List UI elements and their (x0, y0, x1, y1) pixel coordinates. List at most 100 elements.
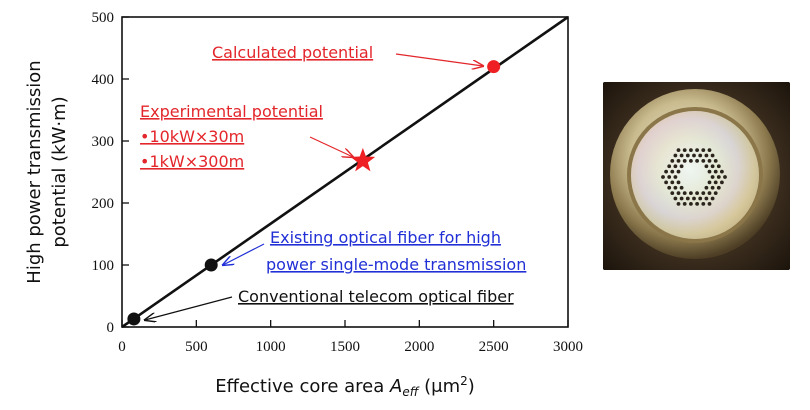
air-hole (679, 164, 684, 169)
air-hole (704, 164, 709, 169)
air-hole (673, 196, 678, 201)
x-tick-label: 2000 (404, 339, 434, 355)
y-tick-label: 200 (92, 196, 115, 212)
data-point-star (350, 147, 376, 172)
air-hole (704, 196, 709, 201)
air-hole (698, 153, 703, 158)
experimental-item-1: •10kW×30m (140, 127, 244, 146)
air-hole (720, 169, 724, 174)
air-hole (720, 180, 724, 185)
air-hole (676, 191, 681, 196)
x-tick-label: 500 (185, 339, 208, 355)
air-hole (673, 153, 678, 158)
air-hole (667, 175, 672, 179)
air-hole (704, 153, 709, 158)
air-hole (679, 185, 684, 190)
experimental-title: Experimental potential (140, 102, 323, 121)
air-hole (698, 196, 703, 201)
air-hole (682, 201, 687, 206)
data-point (204, 258, 218, 272)
y-axis-title-line-2: potential (kW·m) (49, 96, 70, 247)
air-hole (710, 196, 715, 201)
air-hole (685, 153, 690, 158)
air-hole (723, 175, 727, 179)
air-hole (676, 180, 681, 185)
calculated-label: Calculated potential (212, 43, 373, 62)
air-hole (670, 169, 675, 174)
air-hole (713, 169, 718, 174)
air-hole (713, 158, 718, 163)
air-hole (682, 148, 687, 153)
air-hole (710, 164, 715, 169)
air-hole (667, 185, 672, 190)
air-hole (676, 169, 681, 174)
x-tick-label: 1500 (330, 339, 360, 355)
x-axis-title: Effective core area Aeff (μm2) (215, 374, 475, 399)
y-tick-label: 300 (92, 134, 115, 150)
data-point (127, 312, 141, 326)
air-hole (673, 175, 678, 179)
trend-line (121, 15, 569, 329)
air-hole (682, 158, 687, 163)
x-axis-ticks: 0 500 1000 1500 2000 2500 3000 (118, 320, 583, 355)
air-hole (670, 180, 675, 185)
air-hole (676, 201, 681, 206)
air-hole (707, 158, 712, 163)
air-hole (679, 153, 684, 158)
air-hole (661, 175, 665, 179)
air-hole (664, 180, 668, 185)
x-tick-label: 2500 (479, 339, 509, 355)
air-hole (670, 158, 675, 163)
y-tick-label: 100 (92, 258, 115, 274)
air-hole (667, 164, 672, 169)
air-hole (685, 196, 690, 201)
air-hole (676, 148, 681, 153)
air-hole (673, 164, 678, 169)
conventional-label: Conventional telecom optical fiber (238, 287, 514, 306)
air-hole (713, 180, 718, 185)
y-axis-title: High power transmission potential (kW·m) (24, 60, 70, 283)
air-hole (695, 201, 699, 206)
air-hole (689, 201, 693, 206)
air-hole (707, 191, 712, 196)
air-hole (710, 175, 715, 179)
air-hole-array (661, 148, 727, 206)
air-hole (695, 148, 699, 153)
air-hole (710, 153, 715, 158)
air-hole (689, 191, 693, 196)
air-hole (673, 185, 678, 190)
air-hole (710, 185, 715, 190)
air-hole (670, 191, 675, 196)
air-hole (704, 185, 709, 190)
air-hole (701, 158, 706, 163)
air-hole (689, 158, 693, 163)
air-hole (692, 153, 696, 158)
chart: 0 500 1000 1500 2000 2500 3000 0 100 200 300 400 50… (24, 10, 583, 399)
data-point (487, 60, 501, 74)
y-tick-label: 400 (92, 72, 115, 88)
air-hole (701, 148, 706, 153)
existing-label-line-1: Existing optical fiber for high (270, 228, 501, 247)
x-tick-label: 3000 (553, 339, 583, 355)
air-hole (707, 148, 712, 153)
y-axis-title-line-1: High power transmission (24, 60, 45, 283)
air-hole (701, 201, 706, 206)
air-hole (689, 148, 693, 153)
fiber-sheen (631, 111, 759, 239)
experimental-item-2: •1kW×300m (140, 152, 244, 171)
existing-arrow (223, 243, 265, 265)
air-hole (664, 169, 668, 174)
data-points (127, 60, 501, 326)
calculated-arrow (395, 53, 483, 66)
air-hole (707, 180, 712, 185)
experimental-arrow (309, 136, 353, 157)
air-hole (676, 158, 681, 163)
air-hole (716, 175, 721, 179)
conventional-arrow (145, 296, 233, 320)
y-tick-label: 500 (92, 10, 115, 26)
y-tick-label: 0 (107, 320, 115, 336)
air-hole (679, 196, 684, 201)
air-hole (713, 191, 718, 196)
air-hole (707, 201, 712, 206)
air-hole (695, 191, 699, 196)
